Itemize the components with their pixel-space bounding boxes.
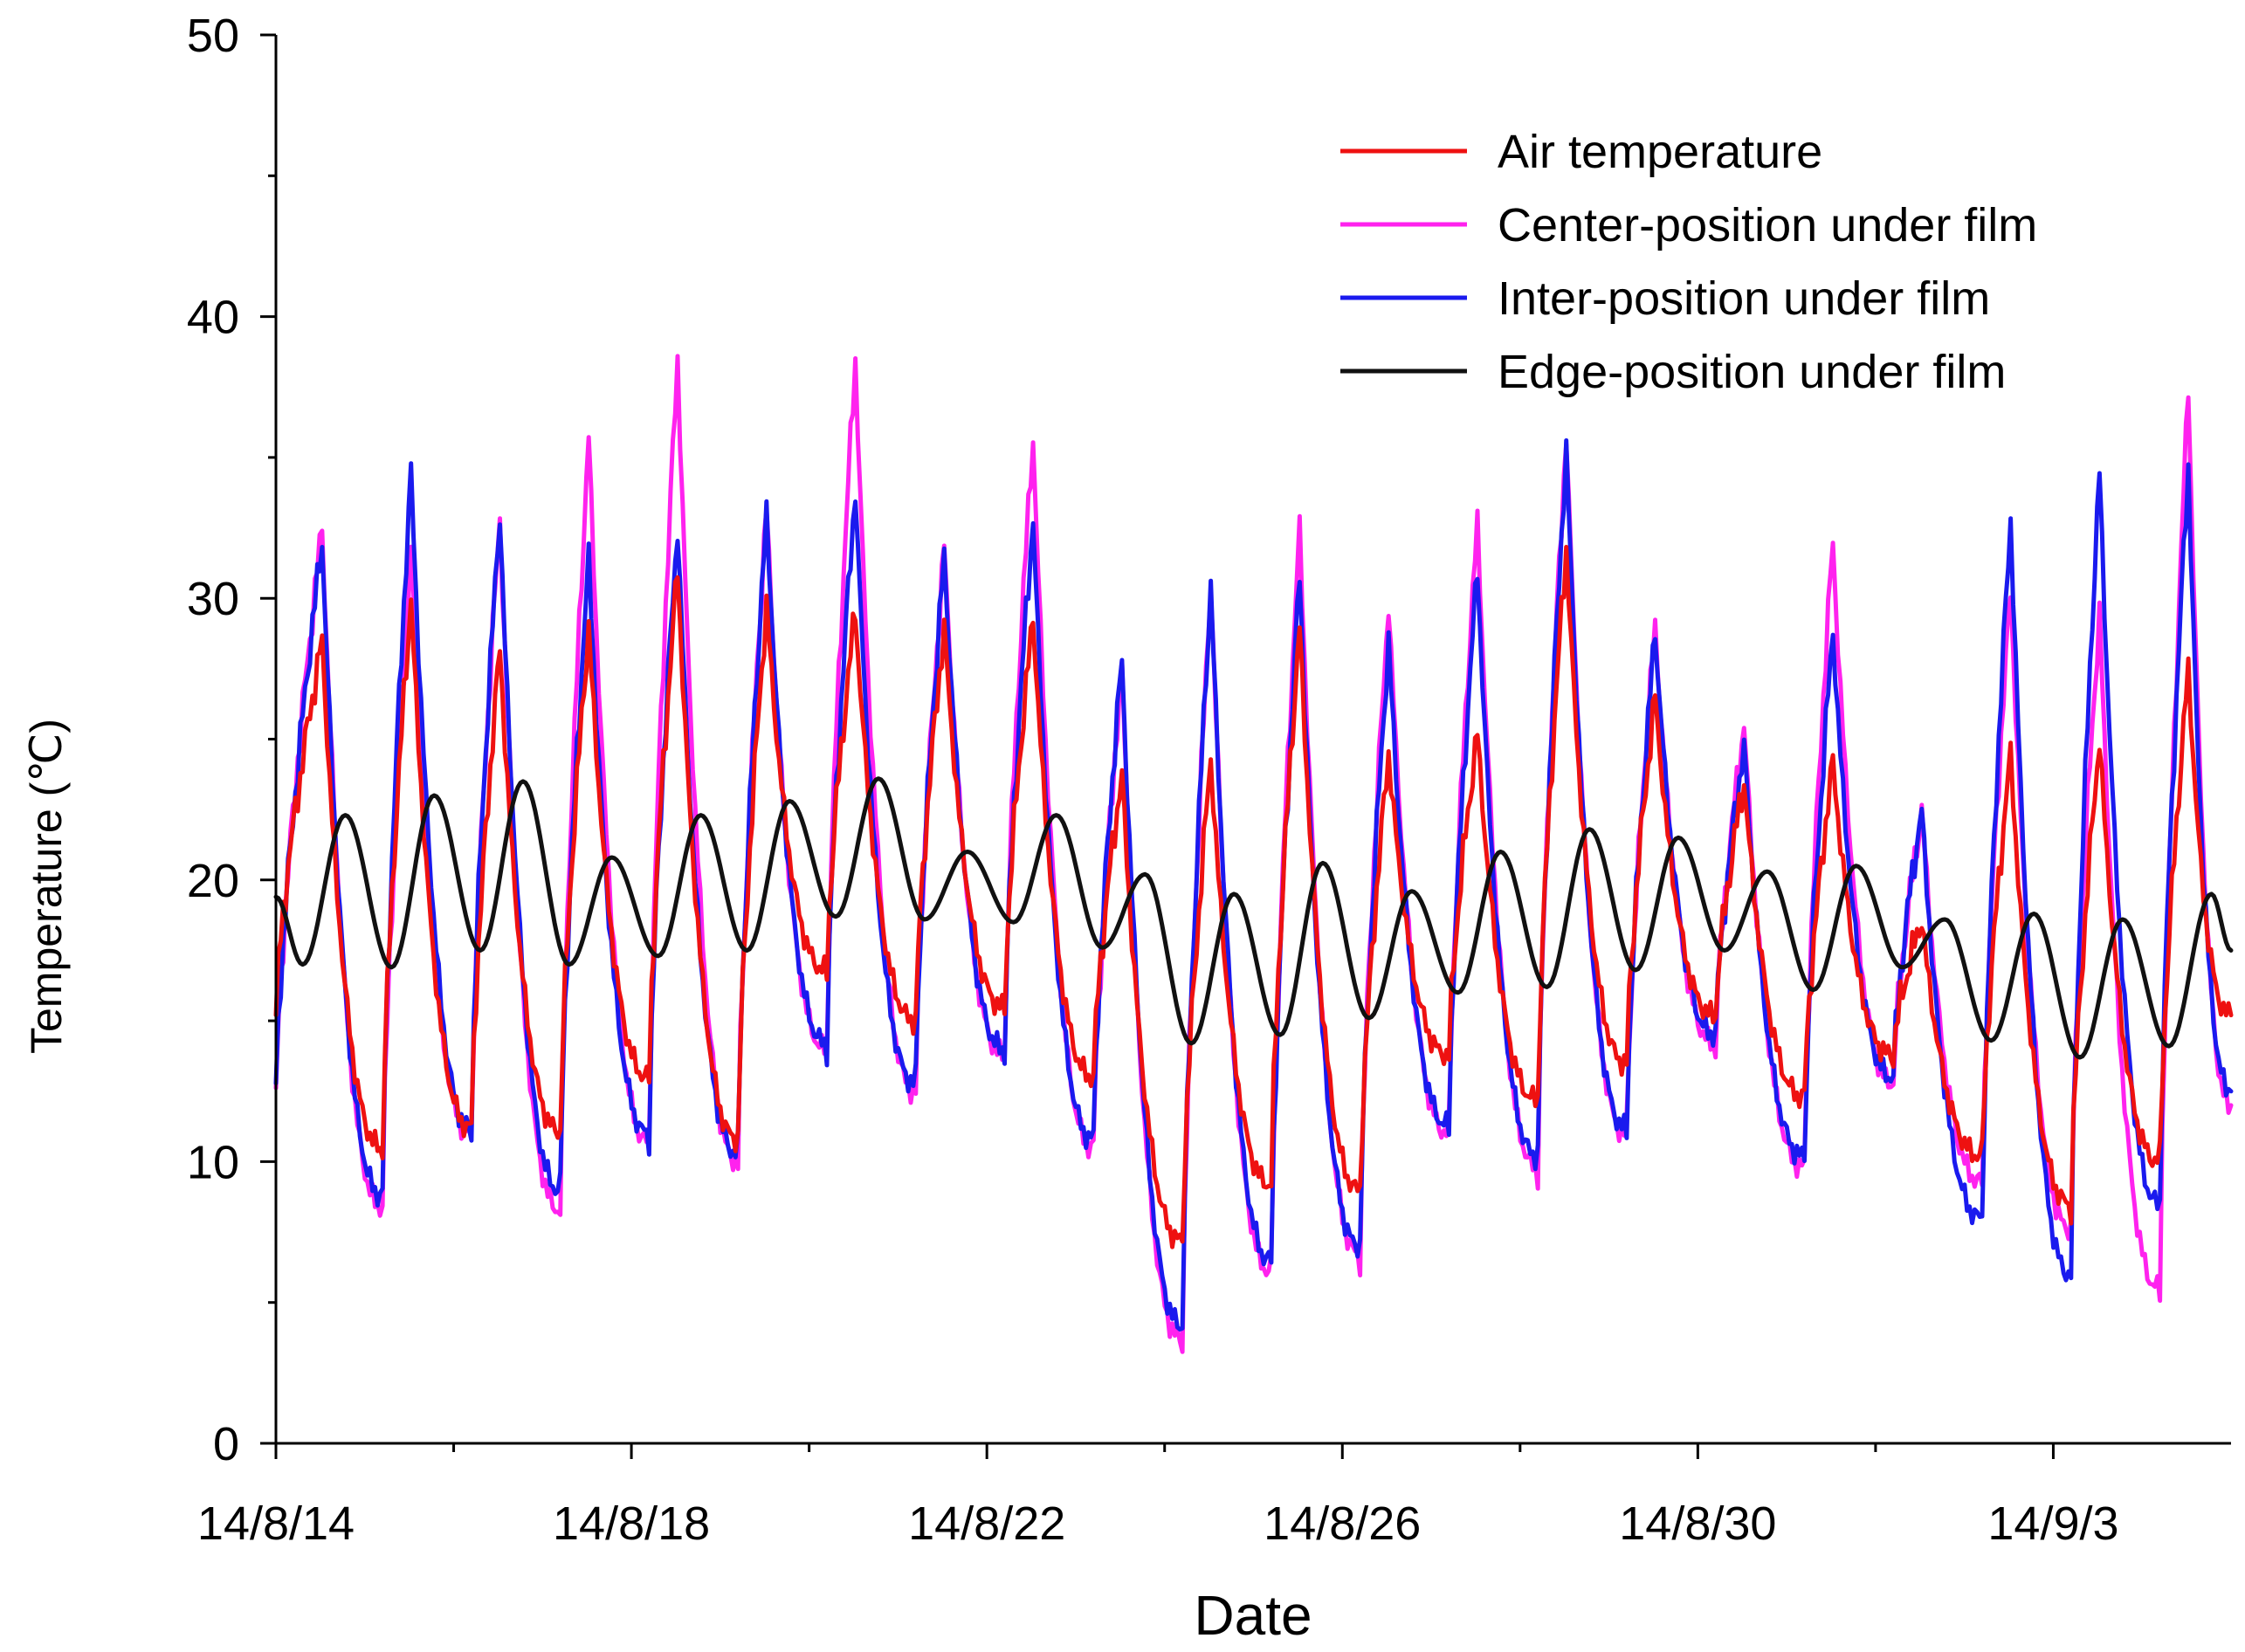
legend-label: Center-position under film — [1498, 199, 2037, 251]
series-layer — [273, 354, 2234, 1354]
x-tick-label: 14/8/18 — [553, 1497, 710, 1550]
series-line-edge-position-under-film — [273, 776, 2234, 1060]
series-line-air-temperature — [273, 545, 2234, 1249]
legend-label: Air temperature — [1498, 126, 1822, 178]
legend-label: Inter-position under film — [1498, 272, 1990, 325]
x-tick-label: 14/8/14 — [197, 1497, 355, 1550]
y-tick-label: 10 — [187, 1136, 239, 1188]
y-tick-label: 40 — [187, 292, 239, 344]
y-axis-title: Temperature (℃) — [22, 719, 71, 1054]
x-tick-label: 14/8/30 — [1619, 1497, 1776, 1550]
y-tick-label: 0 — [213, 1418, 239, 1470]
y-tick-label: 20 — [187, 855, 239, 907]
x-tick-label: 14/9/3 — [1987, 1497, 2118, 1550]
x-tick-label: 14/8/26 — [1264, 1497, 1421, 1550]
y-tick-label: 50 — [187, 10, 239, 62]
legend: Air temperature Center-position under fil… — [1340, 126, 2037, 398]
x-axis-title: Date — [1194, 1584, 1312, 1647]
x-tick-label: 14/8/22 — [908, 1497, 1065, 1550]
y-tick-label: 30 — [187, 573, 239, 625]
axes-layer: 0 10 20 30 40 50 14/8/14 14/8/18 14/8/22 14/8/26 1… — [187, 10, 2231, 1550]
legend-label: Edge-position under film — [1498, 346, 2006, 398]
